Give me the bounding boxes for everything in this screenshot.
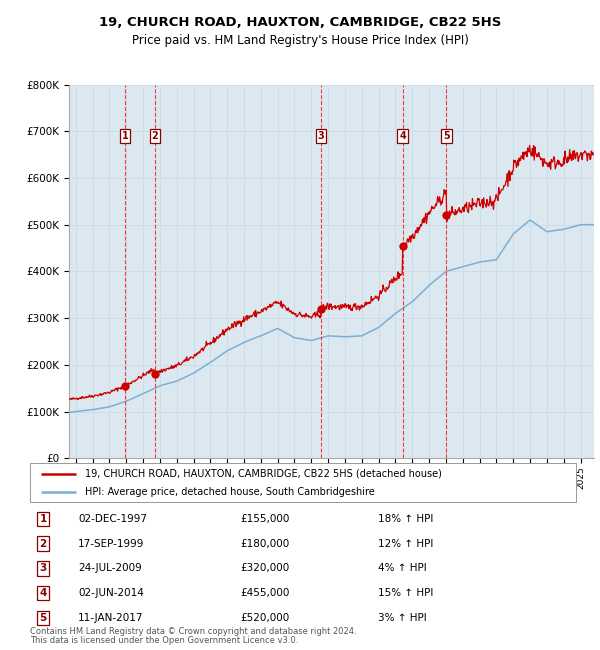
Text: 12% ↑ HPI: 12% ↑ HPI (378, 539, 433, 549)
Text: 1: 1 (40, 514, 47, 524)
Text: 19, CHURCH ROAD, HAUXTON, CAMBRIDGE, CB22 5HS: 19, CHURCH ROAD, HAUXTON, CAMBRIDGE, CB2… (99, 16, 501, 29)
Text: 2: 2 (40, 539, 47, 549)
Text: 2: 2 (152, 131, 158, 141)
Text: 4: 4 (399, 131, 406, 141)
Text: 17-SEP-1999: 17-SEP-1999 (78, 539, 145, 549)
Text: 3% ↑ HPI: 3% ↑ HPI (378, 613, 427, 623)
Text: 02-JUN-2014: 02-JUN-2014 (78, 588, 144, 598)
Text: This data is licensed under the Open Government Licence v3.0.: This data is licensed under the Open Gov… (30, 636, 298, 645)
Text: 5: 5 (40, 613, 47, 623)
Text: 3: 3 (40, 564, 47, 573)
Text: Contains HM Land Registry data © Crown copyright and database right 2024.: Contains HM Land Registry data © Crown c… (30, 627, 356, 636)
Text: Price paid vs. HM Land Registry's House Price Index (HPI): Price paid vs. HM Land Registry's House … (131, 34, 469, 47)
Text: £320,000: £320,000 (240, 564, 289, 573)
Text: £180,000: £180,000 (240, 539, 289, 549)
Text: 11-JAN-2017: 11-JAN-2017 (78, 613, 143, 623)
Text: HPI: Average price, detached house, South Cambridgeshire: HPI: Average price, detached house, Sout… (85, 487, 374, 497)
Text: £520,000: £520,000 (240, 613, 289, 623)
Text: 02-DEC-1997: 02-DEC-1997 (78, 514, 147, 524)
Text: 4: 4 (40, 588, 47, 598)
Text: £455,000: £455,000 (240, 588, 289, 598)
Text: 1: 1 (121, 131, 128, 141)
Text: 19, CHURCH ROAD, HAUXTON, CAMBRIDGE, CB22 5HS (detached house): 19, CHURCH ROAD, HAUXTON, CAMBRIDGE, CB2… (85, 469, 442, 478)
Text: 15% ↑ HPI: 15% ↑ HPI (378, 588, 433, 598)
Text: 18% ↑ HPI: 18% ↑ HPI (378, 514, 433, 524)
Text: 3: 3 (317, 131, 324, 141)
Text: £155,000: £155,000 (240, 514, 289, 524)
Text: 24-JUL-2009: 24-JUL-2009 (78, 564, 142, 573)
Text: 5: 5 (443, 131, 450, 141)
Text: 4% ↑ HPI: 4% ↑ HPI (378, 564, 427, 573)
